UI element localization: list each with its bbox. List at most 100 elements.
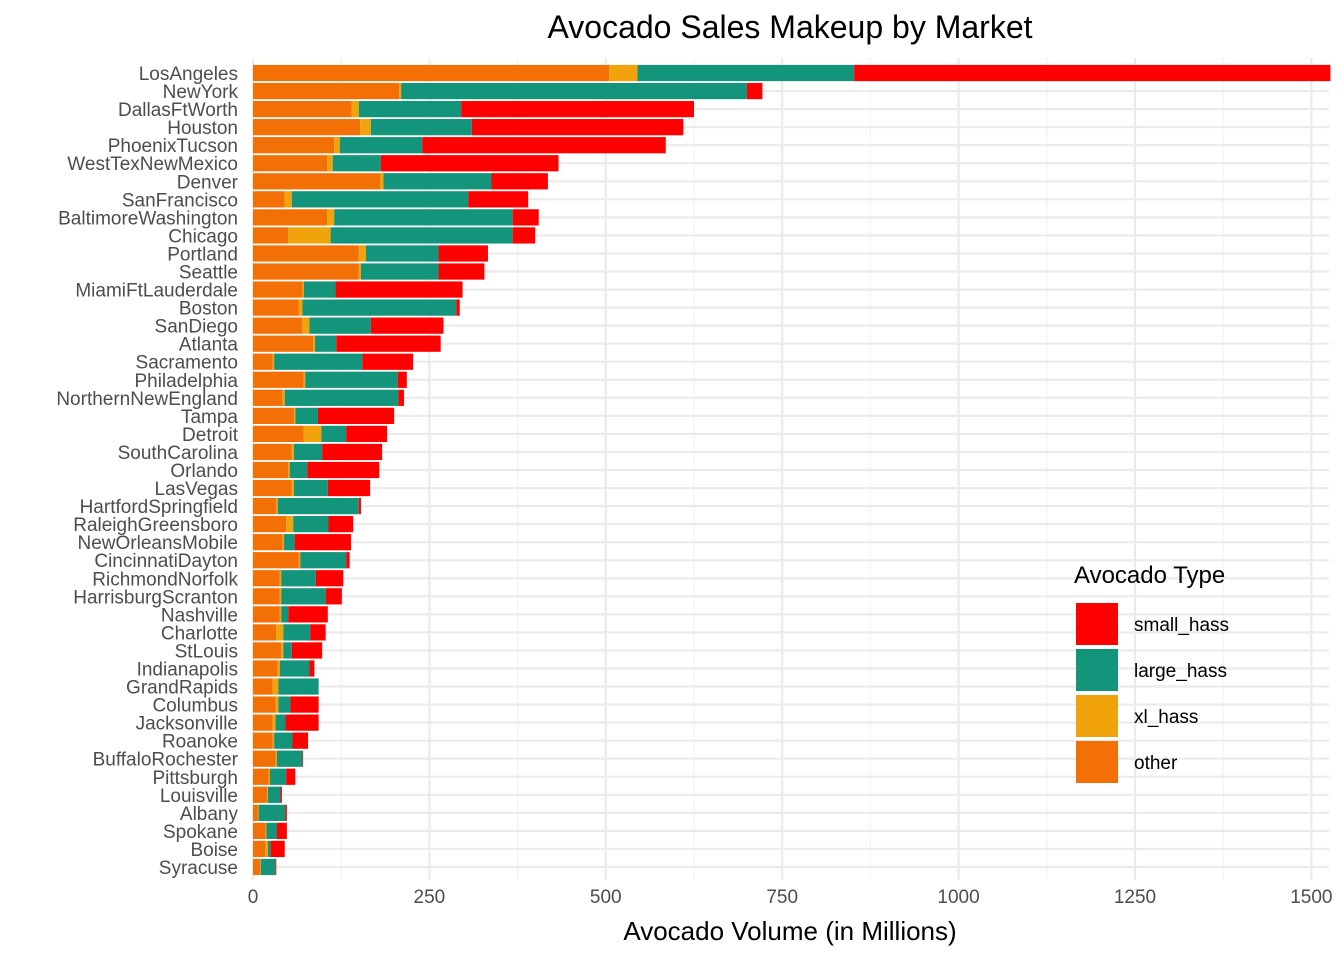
bar-segment-other (253, 353, 273, 370)
y-tick-label: LasVegas (155, 479, 238, 500)
y-tick-label: BaltimoreWashington (58, 208, 238, 229)
bar-segment-large_hass (365, 245, 439, 262)
y-tick-label: StLouis (175, 641, 238, 662)
bar-segment-xl_hass (282, 389, 285, 406)
bar-segment-xl_hass (275, 696, 279, 713)
bar-segment-small_hass (328, 516, 354, 533)
bar-segment-small_hass (422, 137, 666, 154)
y-tick-label: Atlanta (179, 335, 239, 356)
bar-segment-other (253, 82, 400, 100)
bar-segment-other (253, 389, 283, 406)
x-tick-label: 500 (590, 887, 622, 908)
y-tick-label: RaleighGreensboro (73, 515, 238, 536)
bar-segment-xl_hass (272, 732, 275, 749)
y-tick-label: Indianapolis (137, 659, 238, 680)
bar-segment-other (253, 732, 273, 749)
bar-segment-xl_hass (298, 299, 303, 316)
bar-segment-small_hass (398, 389, 404, 406)
bar-segment-other (253, 804, 258, 821)
bar-segment-xl_hass (288, 227, 331, 244)
bar-segment-xl_hass (284, 191, 292, 208)
bar-segment-small_hass (315, 570, 344, 587)
bar-segment-xl_hass (360, 119, 371, 136)
bar-segment-xl_hass (399, 82, 402, 100)
y-tick-label: Orlando (170, 461, 238, 482)
bar-segment-other (253, 425, 304, 443)
bar-segment-xl_hass (276, 497, 278, 515)
bar-segment-large_hass (305, 371, 398, 388)
bar-segment-small_hass (325, 588, 342, 605)
bar-segment-small_hass (327, 479, 371, 497)
y-tick-label: Denver (177, 172, 239, 193)
y-tick-label: GrandRapids (126, 678, 238, 699)
bar-segment-xl_hass (358, 245, 366, 262)
bar-segment-small_hass (280, 786, 282, 803)
bar-segment-xl_hass (288, 461, 290, 479)
bar-segment-large_hass (295, 407, 318, 424)
bar-segment-large_hass (281, 606, 289, 623)
bar-segment-small_hass (438, 263, 485, 280)
y-tick-label: MiamiFtLauderdale (75, 281, 238, 302)
legend-key-small_hass (1076, 603, 1118, 645)
bar-segment-other (253, 137, 335, 154)
bar-segment-other (253, 696, 276, 713)
bar-segment-other (253, 822, 266, 840)
bar-segment-large_hass (321, 425, 347, 443)
bar-segment-other (253, 660, 278, 677)
y-tick-label: SanDiego (155, 317, 238, 338)
bar-segment-small_hass (310, 624, 326, 641)
chart-title: Avocado Sales Makeup by Market (548, 9, 1033, 45)
x-tick-label: 750 (766, 887, 798, 908)
bar-segment-other (253, 191, 285, 208)
bar-segment-other (253, 155, 328, 172)
y-tick-label: Columbus (152, 696, 238, 717)
bar-segment-small_hass (317, 407, 395, 424)
x-tick-label: 0 (248, 887, 259, 908)
bar-segment-large_hass (278, 678, 319, 695)
bar-segment-small_hass (294, 534, 352, 551)
y-tick-label: RichmondNorfolk (92, 569, 238, 590)
bar-segment-large_hass (277, 497, 359, 515)
bar-segment-xl_hass (265, 822, 267, 840)
bar-segment-other (253, 678, 273, 695)
y-tick-label: Spokane (163, 822, 238, 843)
bar-segment-other (253, 642, 282, 659)
y-tick-label: NewOrleansMobile (77, 533, 238, 554)
bars (253, 64, 1331, 876)
bar-segment-large_hass (260, 858, 276, 876)
bar-segment-small_hass (468, 191, 529, 208)
bar-segment-large_hass (293, 516, 329, 533)
bar-segment-large_hass (284, 389, 399, 406)
bar-segment-large_hass (300, 552, 347, 569)
bar-segment-large_hass (281, 588, 326, 605)
y-tick-label: Detroit (182, 425, 239, 446)
bar-segment-small_hass (491, 173, 548, 190)
bar-segment-large_hass (281, 570, 316, 587)
bar-segment-small_hass (288, 606, 328, 623)
legend-label-other: other (1134, 753, 1178, 774)
bar-segment-small_hass (346, 425, 388, 443)
y-tick-label: BuffaloRochester (93, 750, 239, 771)
legend: Avocado Type small_hass large_hass xl_hass… (1074, 562, 1229, 783)
bar-segment-other (253, 263, 359, 280)
bar-segment-small_hass (335, 281, 463, 298)
bar-segment-large_hass (302, 299, 457, 316)
bar-segment-large_hass (279, 660, 310, 677)
bar-segment-other (253, 119, 361, 136)
bar-segment-small_hass (270, 840, 285, 858)
bar-segment-small_hass (290, 696, 319, 713)
bar-segment-large_hass (370, 119, 472, 136)
bar-segment-xl_hass (264, 840, 268, 858)
bar-segment-xl_hass (276, 624, 284, 641)
bar-segment-other (253, 606, 280, 623)
legend-label-xl_hass: xl_hass (1134, 707, 1198, 728)
y-tick-label: Portland (167, 244, 238, 265)
bar-segment-large_hass (303, 281, 336, 298)
bar-segment-xl_hass (298, 552, 301, 569)
bar-segment-other (253, 245, 359, 262)
bar-segment-xl_hass (272, 714, 276, 731)
bar-segment-other (253, 858, 261, 876)
y-tick-label: Roanoke (162, 732, 238, 753)
bar-segment-small_hass (291, 642, 323, 659)
bar-segment-large_hass (275, 714, 286, 731)
